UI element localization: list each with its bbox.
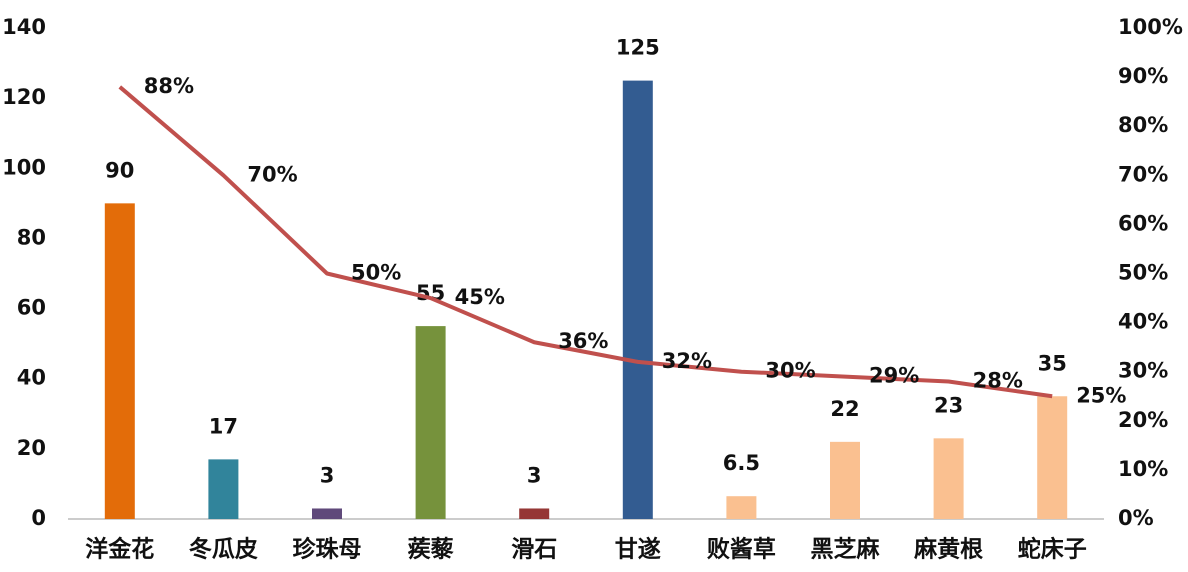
bar xyxy=(830,441,860,519)
line-value-label: 36% xyxy=(558,329,608,353)
y-tick-label: 120 xyxy=(2,85,46,109)
y2-tick-label: 60% xyxy=(1118,211,1168,235)
line-value-label: 25% xyxy=(1076,383,1126,407)
y-tick-label: 100 xyxy=(2,155,46,179)
line-value-label: 32% xyxy=(662,349,712,373)
bar xyxy=(104,203,135,519)
bar-value-label: 90 xyxy=(105,158,134,182)
y-tick-label: 80 xyxy=(17,225,46,249)
x-tick-label: 蛇床子 xyxy=(1018,536,1087,563)
y2-tick-label: 80% xyxy=(1118,113,1168,137)
y2-tick-label: 100% xyxy=(1118,15,1183,39)
bar xyxy=(312,508,342,519)
bar-value-label: 22 xyxy=(830,397,859,421)
y2-tick-label: 10% xyxy=(1118,457,1168,481)
y-tick-label: 20 xyxy=(17,436,46,460)
y2-tick-label: 40% xyxy=(1118,310,1168,334)
line xyxy=(118,85,1053,399)
bar xyxy=(622,80,653,519)
bar-value-label: 35 xyxy=(1038,351,1067,375)
y2-tick-label: 0% xyxy=(1118,506,1154,530)
x-tick-label: 滑石 xyxy=(511,537,557,563)
line-value-label: 50% xyxy=(351,261,401,285)
line-value-label: 28% xyxy=(973,369,1023,393)
y2-tick-label: 30% xyxy=(1118,359,1168,383)
x-tick-label: 甘遂 xyxy=(615,536,661,563)
x-tick-label: 麻黄根 xyxy=(913,536,983,563)
bar-value-label: 125 xyxy=(616,36,660,60)
x-tick-label: 蒺藜 xyxy=(408,537,455,563)
bar xyxy=(1037,396,1068,519)
bar-value-label: 17 xyxy=(209,414,238,438)
x-tick-label: 黑芝麻 xyxy=(811,536,881,563)
line-value-label: 30% xyxy=(765,359,815,383)
x-tick-label: 冬瓜皮 xyxy=(189,536,258,563)
bar xyxy=(726,496,757,519)
y2-tick-label: 20% xyxy=(1118,408,1168,432)
bar-value-label: 6.5 xyxy=(723,451,760,475)
y2-tick-label: 50% xyxy=(1118,261,1168,285)
line-value-label: 29% xyxy=(869,364,919,388)
x-tick-label: 珍珠母 xyxy=(293,536,362,563)
bar-value-label: 23 xyxy=(934,393,963,417)
bar xyxy=(415,326,446,519)
bar-value-label: 3 xyxy=(320,463,335,487)
y2-tick-label: 90% xyxy=(1118,64,1168,88)
y-tick-label: 40 xyxy=(17,366,46,390)
x-tick-label: 洋金花 xyxy=(85,536,154,563)
bar-value-label: 3 xyxy=(527,463,542,487)
bar xyxy=(208,459,239,519)
bar xyxy=(933,438,964,519)
bar xyxy=(519,508,550,519)
line-value-label: 45% xyxy=(455,285,505,309)
x-tick-label: 败酱草 xyxy=(707,536,776,563)
line-value-label: 70% xyxy=(247,162,297,186)
y-tick-label: 140 xyxy=(2,15,46,39)
line-value-label: 88% xyxy=(144,74,194,98)
y-tick-label: 60 xyxy=(17,296,46,320)
y2-tick-label: 70% xyxy=(1118,162,1168,186)
y-tick-label: 0 xyxy=(31,506,46,530)
